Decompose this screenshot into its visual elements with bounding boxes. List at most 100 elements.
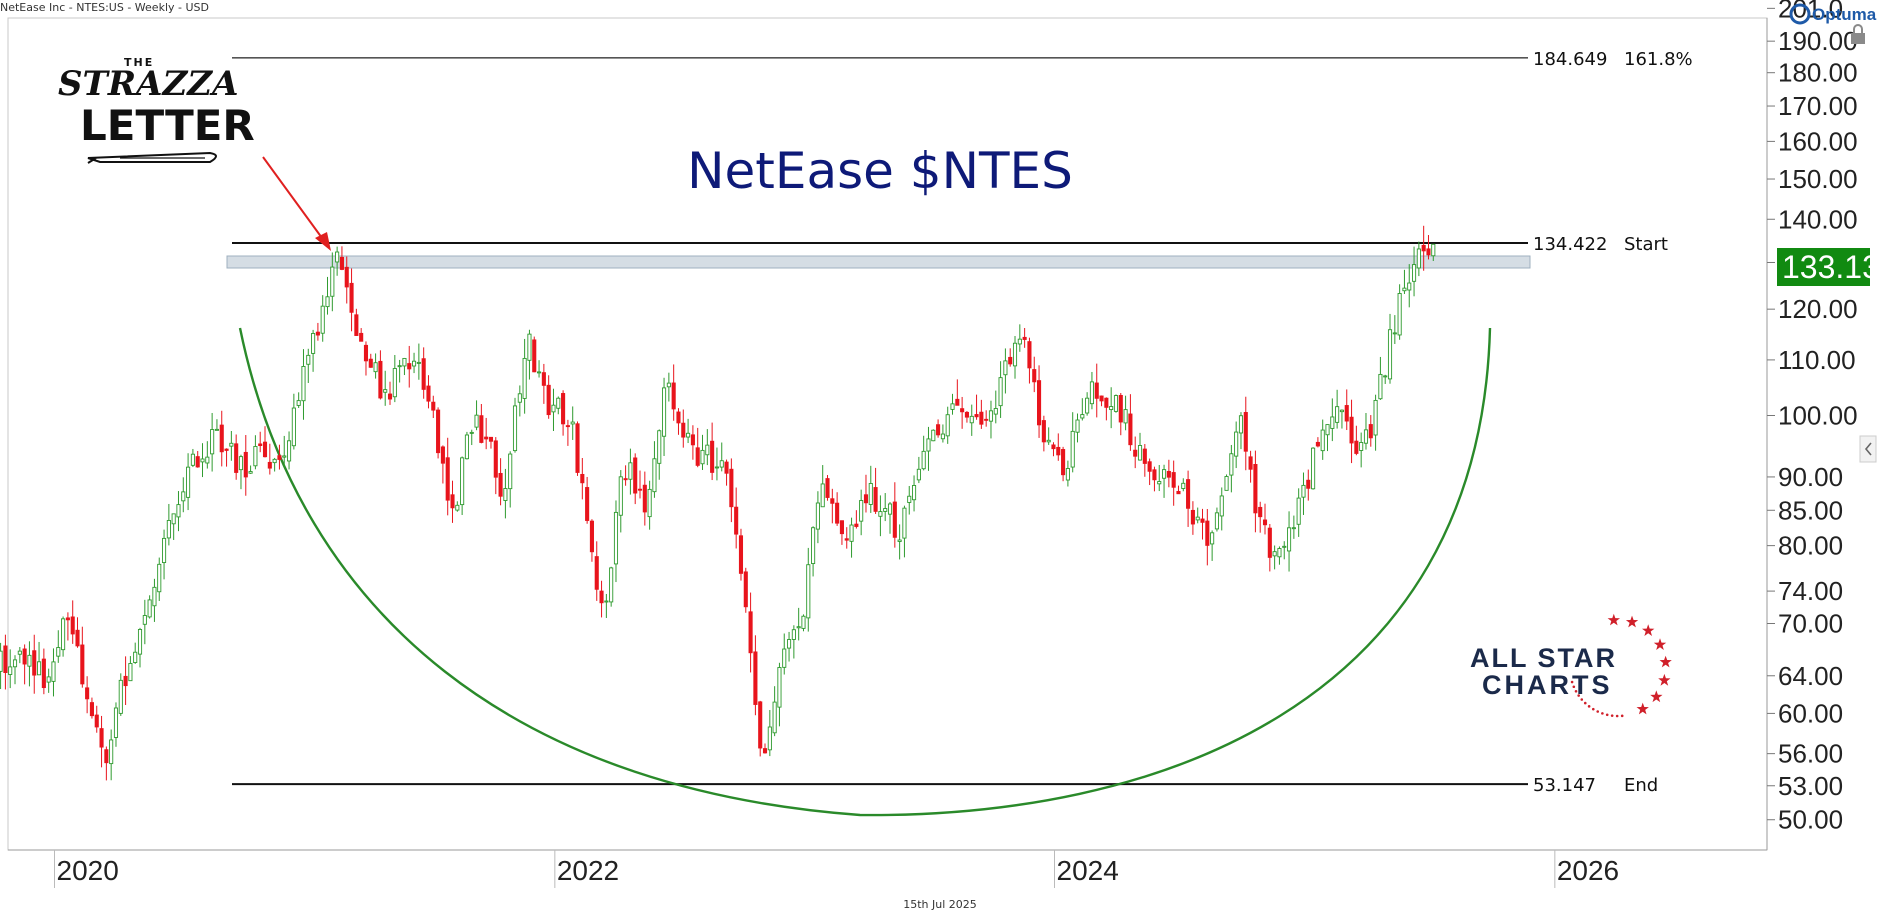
candle xyxy=(27,641,32,687)
candle xyxy=(762,743,768,754)
candle xyxy=(22,644,27,685)
candle xyxy=(710,422,715,481)
y-tick-label: 80.00 xyxy=(1778,531,1843,561)
x-tick-label: 2020 xyxy=(57,855,119,886)
candle xyxy=(844,527,849,549)
candle xyxy=(873,467,878,514)
candle xyxy=(637,470,643,499)
candle xyxy=(1258,501,1263,533)
candle xyxy=(1315,437,1320,448)
y-tick-label: 160.00 xyxy=(1778,126,1858,156)
candle xyxy=(767,709,772,757)
candle xyxy=(599,580,604,618)
candle xyxy=(1210,530,1215,561)
candle xyxy=(916,456,921,484)
candle xyxy=(262,426,268,458)
candle xyxy=(1214,507,1219,532)
candle xyxy=(666,372,671,402)
star-icon xyxy=(1653,638,1667,650)
candle xyxy=(205,441,210,469)
candle xyxy=(719,442,724,472)
candle xyxy=(320,295,325,342)
lock-icon[interactable] xyxy=(1851,24,1865,44)
y-tick-label: 85.00 xyxy=(1778,495,1843,525)
candle xyxy=(541,363,546,404)
candle xyxy=(950,393,955,415)
arrow-annotation xyxy=(262,156,331,251)
candle xyxy=(1373,394,1378,451)
candle xyxy=(1296,488,1301,537)
candle xyxy=(1277,546,1282,565)
candle xyxy=(863,474,869,513)
y-tick-label: 74.00 xyxy=(1778,576,1843,606)
candle xyxy=(806,547,811,632)
candle xyxy=(1349,399,1354,464)
optuma-logo: Optuma xyxy=(1789,3,1877,25)
candle xyxy=(628,448,633,495)
candle xyxy=(128,656,133,682)
candle xyxy=(1056,433,1061,461)
star-icon xyxy=(1636,702,1649,715)
candle xyxy=(219,410,224,467)
candle xyxy=(359,328,364,342)
candle xyxy=(859,489,864,536)
candle xyxy=(1094,363,1099,418)
candle xyxy=(344,256,349,304)
candle xyxy=(830,488,835,524)
candle xyxy=(892,482,897,548)
candle xyxy=(729,458,734,523)
candle xyxy=(1008,348,1013,367)
candle xyxy=(498,458,503,506)
candle xyxy=(214,419,219,431)
candle xyxy=(354,308,359,336)
candle xyxy=(561,390,566,436)
candle xyxy=(565,419,570,446)
candle xyxy=(662,377,667,456)
candle xyxy=(1311,447,1316,490)
y-tick-label: 60.00 xyxy=(1778,698,1843,728)
candle xyxy=(527,329,532,380)
candle xyxy=(1017,324,1022,352)
start-zone-band xyxy=(226,255,1531,269)
candle xyxy=(921,435,926,471)
candle xyxy=(1426,235,1431,260)
candle xyxy=(1354,425,1359,456)
star-icon xyxy=(1625,615,1639,628)
candle xyxy=(1253,450,1258,533)
candle xyxy=(315,322,320,341)
candle xyxy=(1027,337,1032,384)
candle xyxy=(796,607,801,641)
fib-value-label: 53.147 xyxy=(1533,775,1596,796)
candle xyxy=(1186,470,1191,527)
candle xyxy=(570,406,575,440)
candle xyxy=(1075,413,1080,443)
candle xyxy=(8,649,13,689)
candle xyxy=(671,364,676,421)
candle xyxy=(17,646,22,664)
y-tick-label: 56.00 xyxy=(1778,739,1843,769)
candle xyxy=(753,635,758,716)
candle xyxy=(695,427,700,468)
collapse-arrow-icon[interactable] xyxy=(1859,435,1877,463)
candle xyxy=(503,468,508,519)
candle xyxy=(642,471,647,526)
candle xyxy=(1416,241,1421,277)
candle xyxy=(229,431,234,461)
candle xyxy=(296,392,301,408)
candle xyxy=(609,566,614,607)
candle xyxy=(460,456,465,515)
candle xyxy=(469,429,474,446)
candle xyxy=(820,465,825,508)
candle xyxy=(1402,269,1407,294)
candle xyxy=(258,431,263,453)
candle xyxy=(61,616,66,657)
star-icon xyxy=(1642,624,1655,636)
candle xyxy=(782,633,787,675)
y-tick-label: 100.00 xyxy=(1778,400,1858,430)
candle xyxy=(1234,421,1239,469)
candle xyxy=(1238,412,1244,450)
candle xyxy=(37,641,42,676)
candle xyxy=(714,447,719,481)
candle xyxy=(508,451,513,508)
